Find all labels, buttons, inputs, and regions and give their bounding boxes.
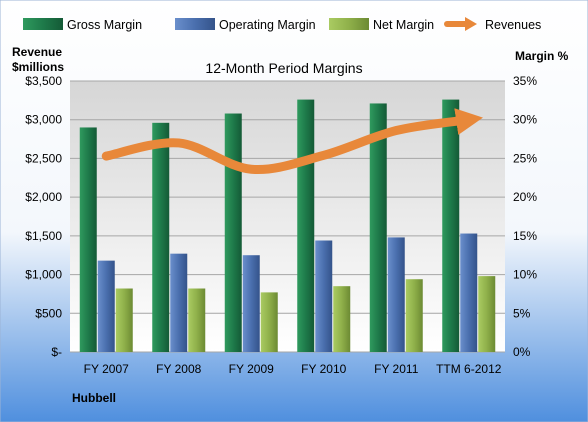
- y-left-tick-label: $3,500: [25, 74, 62, 88]
- bar-operating-margin: [170, 253, 188, 352]
- y-right-tick-label: 30%: [513, 113, 537, 127]
- bar-net-margin: [115, 288, 133, 352]
- revenue-line: [101, 108, 483, 175]
- y-right-tick-label: 20%: [513, 190, 537, 204]
- bar-gross-margin: [369, 103, 387, 352]
- x-tick-label: FY 2009: [229, 362, 274, 376]
- y-right-tick-label: 10%: [513, 268, 537, 282]
- legend-label: Revenues: [485, 18, 541, 32]
- x-ticks: FY 2007 FY 2008 FY 2009 FY 2010 FY 2011 TTM 6…: [84, 362, 502, 376]
- legend-label: Operating Margin: [219, 18, 316, 32]
- y-right-tick-label: 25%: [513, 151, 537, 165]
- y-left-label-line1: Revenue: [12, 45, 62, 59]
- y-left-tick-label: $500: [35, 306, 62, 320]
- y-left-tick-label: $-: [51, 345, 62, 359]
- legend-arrow: [465, 17, 477, 31]
- bar-gross-margin: [224, 113, 242, 353]
- legend-label: Net Margin: [373, 18, 434, 32]
- x-tick-label: FY 2008: [156, 362, 201, 376]
- bar-net-margin: [260, 292, 278, 352]
- bar-net-margin: [333, 286, 351, 352]
- bar-net-margin: [478, 276, 496, 352]
- bar-operating-margin: [97, 260, 115, 352]
- y-right-tick-label: 0%: [513, 345, 531, 359]
- bars: [79, 99, 496, 353]
- company-label: Hubbell: [72, 391, 116, 405]
- y-right-tick-label: 15%: [513, 229, 537, 243]
- revenue-line-group: [101, 108, 483, 175]
- legend: Gross Margin Operating Margin Net Margin Re…: [23, 17, 541, 32]
- bar-net-margin: [188, 288, 206, 352]
- y-left-tick-label: $2,500: [25, 151, 62, 165]
- bar-gross-margin: [442, 99, 460, 352]
- legend-swatch-net-margin: [329, 18, 369, 30]
- x-tick-label: FY 2010: [301, 362, 346, 376]
- y-left-tick-label: $1,000: [25, 268, 62, 282]
- x-tick-label: FY 2011: [374, 362, 419, 376]
- bar-operating-margin: [242, 255, 260, 352]
- bar-gross-margin: [152, 122, 170, 352]
- bar-operating-margin: [315, 240, 333, 352]
- y-right-tick-label: 5%: [513, 306, 531, 320]
- bar-net-margin: [405, 279, 423, 352]
- y-right-ticks: 0% 5% 10% 15% 20% 25% 30% 35%: [513, 74, 537, 359]
- y-left-tick-label: $1,500: [25, 229, 62, 243]
- bar-gross-margin: [297, 99, 315, 352]
- x-tick-label: FY 2007: [84, 362, 129, 376]
- bar-gross-margin: [79, 127, 97, 352]
- bar-operating-margin: [387, 237, 405, 352]
- chart-title: 12-Month Period Margins: [205, 60, 362, 76]
- y-left-label-line2: $millions: [12, 60, 64, 74]
- bar-operating-margin: [460, 233, 478, 352]
- legend-swatch-gross-margin: [23, 18, 63, 30]
- legend-swatch-operating-margin: [175, 18, 215, 30]
- y-left-ticks: $- $500 $1,000 $1,500 $2,000 $2,500 $3,000 $3,5…: [25, 74, 62, 359]
- y-right-tick-label: 35%: [513, 74, 537, 88]
- y-left-tick-label: $2,000: [25, 190, 62, 204]
- y-right-label: Margin %: [515, 49, 569, 63]
- legend-label: Gross Margin: [67, 18, 142, 32]
- x-tick-label: TTM 6-2012: [436, 362, 502, 376]
- y-left-tick-label: $3,000: [25, 113, 62, 127]
